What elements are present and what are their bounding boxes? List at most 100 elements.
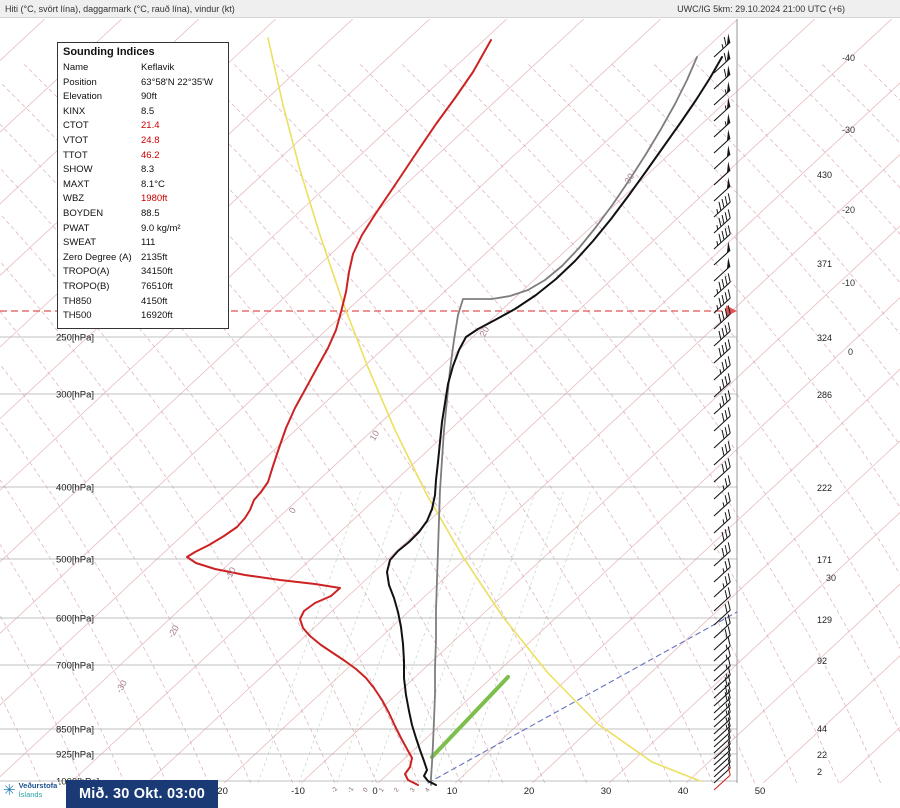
wind-barb — [713, 711, 731, 728]
index-value: Keflavik — [141, 62, 175, 73]
wind-barb — [713, 767, 731, 784]
dewpoint-curve — [186, 39, 492, 786]
index-row: WBZ 1980ft — [63, 192, 223, 207]
datetime-bar: Mið. 30 Okt. 03:00 — [66, 780, 218, 808]
small-isoline-label: 0 — [362, 786, 370, 793]
model-run-text: UWC/IG 5km: 29.10.2024 21:00 UTC (+6) — [677, 3, 845, 14]
wind-barb-column — [713, 33, 731, 791]
top-info-bar: Hiti (°C, svört lína), daggarmark (°C, r… — [0, 0, 900, 18]
index-row: SWEAT 111 — [63, 236, 223, 251]
index-value: 111 — [141, 237, 156, 249]
wind-barb — [713, 466, 731, 483]
wind-barb — [713, 731, 731, 748]
index-value: 8.3 — [141, 164, 155, 176]
wind-barb — [713, 682, 731, 699]
pressure-label: 300[hPa] — [56, 390, 94, 401]
index-row: TH500 16920ft — [63, 309, 223, 324]
index-row: TROPO(A) 34150ft — [63, 265, 223, 280]
index-value: 8.1°C — [141, 178, 165, 190]
right-temp-label: -30 — [842, 125, 855, 135]
right-temp-label: -10 — [842, 278, 855, 288]
height-label: 430 — [817, 170, 832, 180]
index-name: WBZ — [63, 193, 85, 205]
isoline-label: 20 — [478, 325, 492, 339]
pressure-label: 400[hPa] — [56, 483, 94, 494]
index-value: 88.5 — [141, 207, 160, 219]
height-label: 324 — [817, 333, 832, 343]
height-label: 171 — [817, 555, 832, 565]
right-temp-label: -20 — [842, 205, 855, 215]
index-value: 63°58'N 22°35'W — [141, 76, 213, 88]
wind-barb — [713, 517, 731, 534]
temp-axis-label: 30 — [601, 786, 612, 797]
highlighted-layer-green — [430, 675, 510, 759]
small-isoline-label: -2 — [330, 785, 339, 794]
height-label: 222 — [817, 483, 832, 493]
panel-title: Sounding Indices — [63, 46, 155, 58]
temp-axis-label: 10 — [447, 786, 458, 797]
index-name: SWEAT — [63, 237, 97, 249]
index-value: 46.2 — [141, 149, 160, 161]
wind-barb — [713, 737, 731, 754]
index-name: Name — [63, 62, 89, 73]
index-row: CTOT 21.4 — [63, 119, 223, 134]
index-value: 34150ft — [141, 266, 173, 278]
height-label: 22 — [817, 750, 827, 760]
wind-barb — [713, 313, 731, 330]
index-value: 4150ft — [141, 295, 168, 307]
wind-barb — [713, 566, 731, 583]
wind-barb — [713, 725, 731, 742]
temp-axis-label: 20 — [524, 786, 535, 797]
temp-axis-label: 40 — [678, 786, 689, 797]
sounding-indices-panel: Sounding Indices Name Keflavik Position 63°… — [57, 42, 229, 329]
isoline-label: 30 — [623, 172, 637, 186]
index-name: PWAT — [63, 222, 90, 234]
small-isoline-label: 3 — [409, 786, 417, 793]
index-value: 1980ft — [141, 193, 168, 205]
wind-barb — [713, 704, 731, 721]
index-name: TH850 — [63, 295, 92, 307]
index-row: VTOT 24.8 — [63, 134, 223, 149]
vedurstofa-logo[interactable]: ✳ Veðurstofa Íslands — [3, 781, 60, 800]
auxiliary-gray-curve — [430, 56, 698, 786]
wind-barb — [713, 595, 731, 612]
wind-barb — [713, 398, 731, 415]
wind-barb — [713, 755, 731, 772]
index-name: Position — [63, 76, 97, 88]
isoline-label: 0 — [287, 506, 298, 515]
wind-barb — [713, 774, 731, 791]
index-row: Name Keflavik — [63, 61, 223, 76]
index-name: KINX — [63, 105, 86, 117]
snowflake-logo-icon: ✳ — [3, 782, 16, 800]
standard-atmosphere-line — [267, 37, 701, 782]
sounding-curves — [186, 37, 738, 786]
wind-barb — [713, 347, 731, 364]
logo-text: Veðurstofa Íslands — [18, 781, 58, 799]
wind-barb — [713, 718, 731, 735]
index-row: PWAT 9.0 kg/m² — [63, 222, 223, 237]
isoline-label: -20 — [166, 623, 181, 639]
index-value: 16920ft — [141, 310, 173, 322]
wind-barb — [713, 432, 731, 449]
wind-barb — [713, 500, 731, 517]
pressure-label: 850[hPa] — [56, 725, 94, 736]
height-label: 371 — [817, 259, 832, 269]
index-row: Position 63°58'N 22°35'W — [63, 76, 223, 91]
height-label: 44 — [817, 724, 827, 734]
background-grid — [0, 19, 900, 784]
temp-axis-label: -10 — [291, 786, 305, 797]
index-name: CTOT — [63, 120, 89, 132]
index-value: 2135ft — [141, 251, 168, 263]
wind-barb — [713, 381, 731, 398]
isoline-label: 10 — [368, 429, 382, 443]
small-isoline-label: 4 — [424, 786, 432, 793]
index-name: TH500 — [63, 310, 92, 322]
index-name: TTOT — [63, 149, 88, 161]
temp-axis-label: 0 — [372, 786, 377, 797]
wind-barb — [713, 330, 731, 347]
height-label: 2 — [817, 767, 822, 777]
index-name: VTOT — [63, 134, 89, 146]
index-name: BOYDEN — [63, 207, 104, 219]
logo-text-line2: Íslands — [18, 789, 43, 799]
small-isoline-label: 2 — [393, 786, 401, 793]
